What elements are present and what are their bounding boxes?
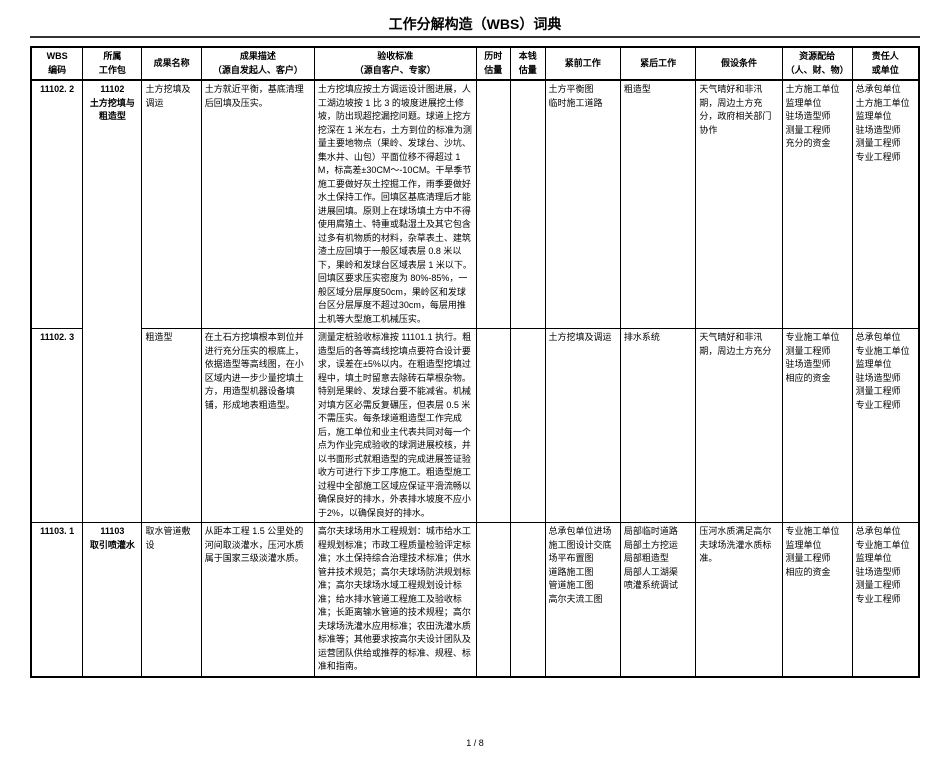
cell-name: 土方挖填及调运	[142, 80, 201, 329]
th-post: 紧后工作	[620, 47, 695, 80]
cell-resp: 总承包单位专业施工单位监理单位驻场造型师测量工程师专业工程师	[852, 329, 919, 523]
cell-desc: 在土石方挖填根本到位并进行充分压实的根底上，依据造型等高线图，在小区域内进一步少…	[201, 329, 314, 523]
cell-cost	[511, 329, 545, 523]
cell-cond: 压河水质满足高尔夫球场洗灌水质标准。	[696, 523, 782, 677]
cell-accept: 测量定桩验收标准按 11101.1 执行。粗造型后的各等高线挖填点要符合设计要求…	[314, 329, 476, 523]
cell-cond: 天气晴好和非汛期，周边土方充分，政府相关部门协作	[696, 80, 782, 329]
cell-post: 排水系统	[620, 329, 695, 523]
cell-name: 取水管道敷设	[142, 523, 201, 677]
cell-res: 土方施工单位监理单位驻场造型师测量工程师充分的资金	[782, 80, 852, 329]
cell-post: 粗造型	[620, 80, 695, 329]
cell-desc: 从距本工程 1.5 公里处的河间取淡灌水，压河水质属于国家三级淡灌水质。	[201, 523, 314, 677]
th-code: WBS编码	[31, 47, 83, 80]
th-cost: 本钱估量	[511, 47, 545, 80]
cell-code: 11102. 3	[31, 329, 83, 523]
cell-code: 11103. 1	[31, 523, 83, 677]
cell-hrs	[476, 80, 510, 329]
title-underline	[30, 36, 920, 38]
cell-cond: 天气晴好和非汛期，周边土方充分	[696, 329, 782, 523]
cell-accept: 高尔夫球场用水工程规划：城市给水工程规划标准；市政工程质量检验评定标准；水土保持…	[314, 523, 476, 677]
cell-cost	[511, 523, 545, 677]
table-row: 11102. 211102土方挖填与粗造型土方挖填及调运土方就近平衡，基底清理后…	[31, 80, 919, 329]
page-footer: 1 / 8	[30, 738, 920, 748]
cell-pre: 总承包单位进场施工图设计交底场平布置图道路施工图管道施工图高尔夫流工图	[545, 523, 620, 677]
cell-pre: 土方平衡图临时施工道路	[545, 80, 620, 329]
cell-resp: 总承包单位专业施工单位监理单位驻场造型师测量工程师专业工程师	[852, 523, 919, 677]
cell-code: 11102. 2	[31, 80, 83, 329]
th-cond: 假设条件	[696, 47, 782, 80]
cell-desc: 土方就近平衡，基底清理后回填及压实。	[201, 80, 314, 329]
th-accept: 验收标准（源自客户、专家）	[314, 47, 476, 80]
wbs-table: WBS编码 所属工作包 成果名称 成果描述（源自发起人、客户） 验收标准（源自客…	[30, 46, 920, 678]
cell-hrs	[476, 523, 510, 677]
th-hrs: 历时估量	[476, 47, 510, 80]
th-pre: 紧前工作	[545, 47, 620, 80]
page-title: 工作分解构造（WBS）词典	[30, 14, 920, 34]
cell-pkg: 11102土方挖填与粗造型	[83, 80, 142, 523]
cell-res: 专业施工单位监理单位测量工程师相应的资金	[782, 523, 852, 677]
cell-name: 粗造型	[142, 329, 201, 523]
cell-cost	[511, 80, 545, 329]
cell-res: 专业施工单位测量工程师驻场造型师相应的资金	[782, 329, 852, 523]
cell-accept: 土方挖填应按土方调运设计图进展，人工湖边坡按 1 比 3 的坡度进展挖土修坡，防…	[314, 80, 476, 329]
cell-pre: 土方挖填及调运	[545, 329, 620, 523]
table-row: 11103. 111103取引喷灌水取水管道敷设从距本工程 1.5 公里处的河间…	[31, 523, 919, 677]
th-res: 资源配给（人、财、物）	[782, 47, 852, 80]
th-desc: 成果描述（源自发起人、客户）	[201, 47, 314, 80]
th-pkg: 所属工作包	[83, 47, 142, 80]
cell-resp: 总承包单位土方施工单位监理单位驻场造型师测量工程师专业工程师	[852, 80, 919, 329]
cell-hrs	[476, 329, 510, 523]
cell-post: 局部临时道路局部土方挖运局部粗造型局部人工湖渠喷灌系统调试	[620, 523, 695, 677]
th-name: 成果名称	[142, 47, 201, 80]
table-row: 11102. 3 粗造型在土石方挖填根本到位并进行充分压实的根底上，依据造型等高线…	[31, 329, 919, 523]
th-resp: 责任人或单位	[852, 47, 919, 80]
cell-pkg: 11103取引喷灌水	[83, 523, 142, 677]
